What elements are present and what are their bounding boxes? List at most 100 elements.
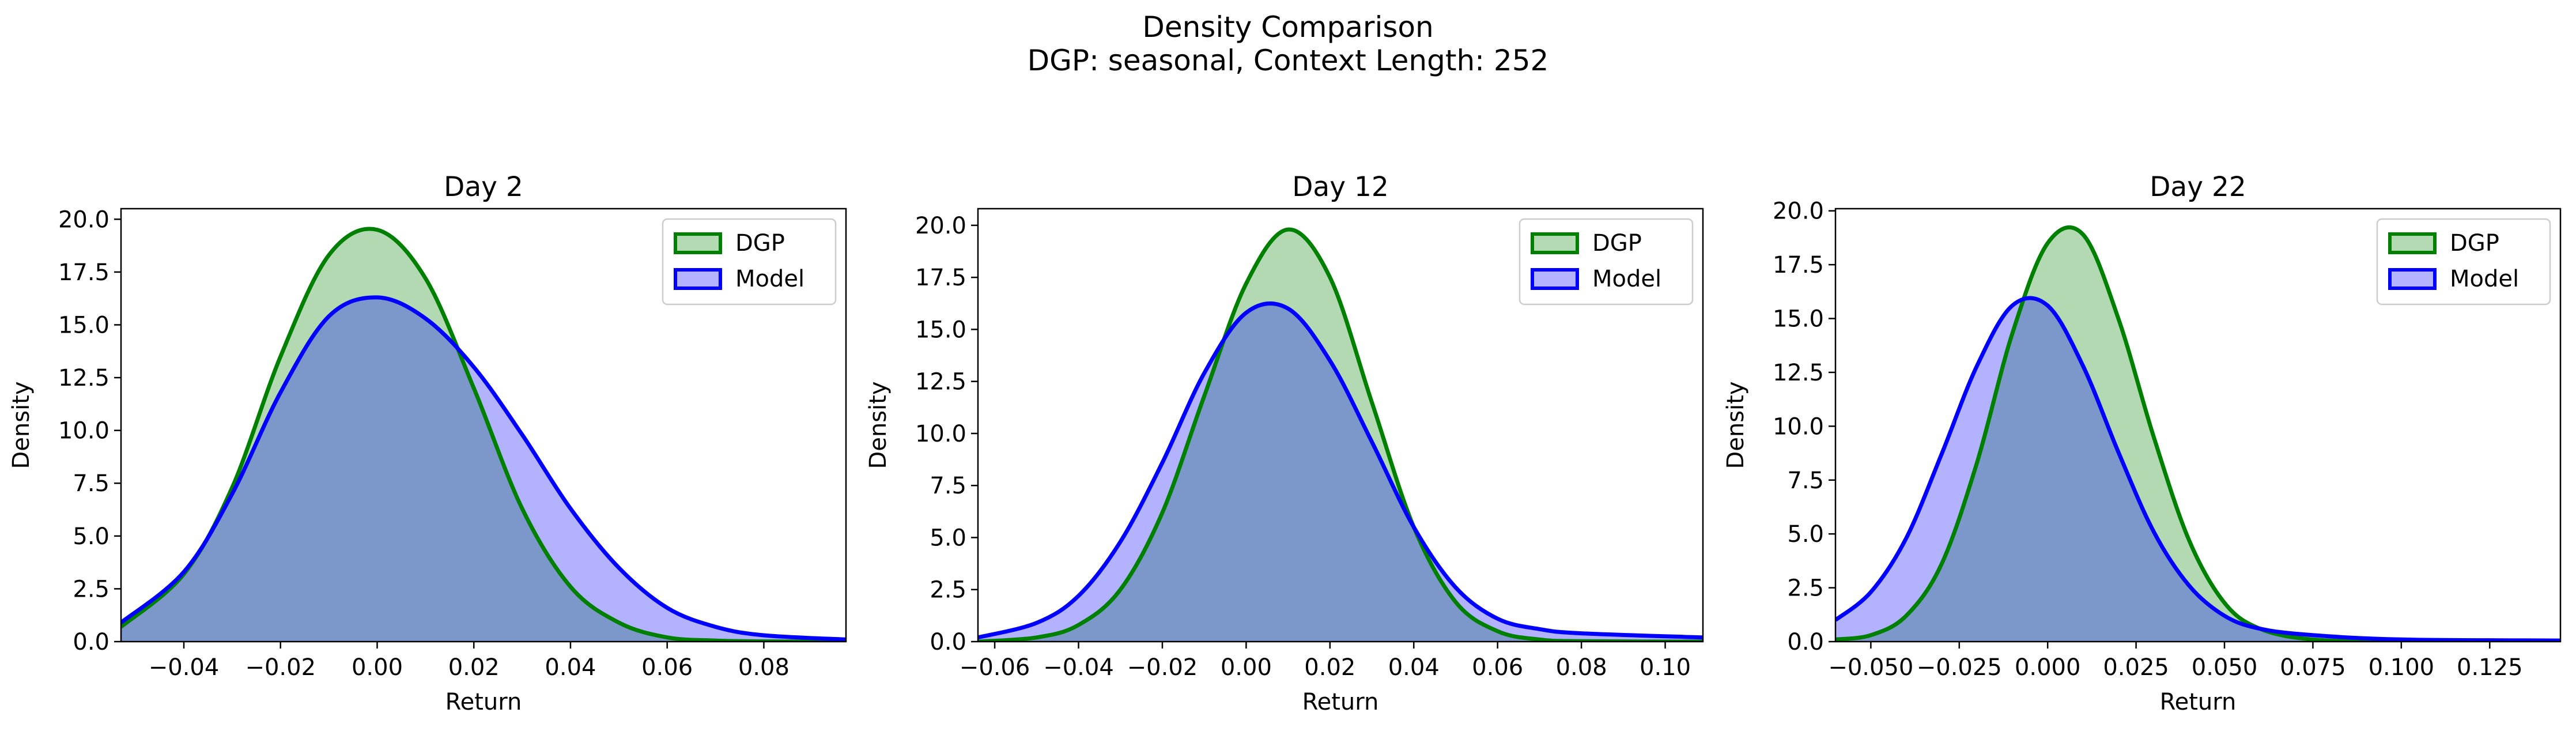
y-axis-label: Density: [865, 381, 892, 469]
y-tick-label: 17.5: [1773, 252, 1824, 278]
legend-label: Model: [2450, 266, 2519, 292]
y-tick-label: 15.0: [915, 316, 966, 343]
y-tick-label: 20.0: [1773, 198, 1824, 225]
dgp-density-area: [978, 229, 1703, 642]
y-tick-label: 7.5: [1787, 468, 1824, 494]
legend-label: DGP: [1592, 230, 1642, 257]
x-tick-label: 0.125: [2457, 654, 2523, 681]
y-tick-label: 12.5: [58, 365, 109, 391]
y-tick-label: 10.0: [58, 418, 109, 444]
dgp-density-line: [978, 227, 1703, 642]
y-tick-label: 12.5: [915, 369, 966, 395]
y-tick-label: 20.0: [915, 213, 966, 239]
y-tick-label: 5.0: [73, 523, 109, 550]
x-tick-label: 0.08: [1556, 654, 1607, 681]
figure-title-line2: DGP: seasonal, Context Length: 252: [1028, 44, 1549, 77]
plot-area: [121, 227, 846, 642]
figure-title-line1: Density Comparison: [1142, 10, 1433, 44]
x-tick-label: 0.02: [1304, 654, 1355, 681]
y-axis-label: Density: [1723, 381, 1749, 469]
y-tick-label: 7.5: [930, 473, 966, 499]
axes-frame: [1834, 208, 2562, 643]
legend-swatch-dgp: [2388, 232, 2437, 254]
y-tick-label: 15.0: [58, 312, 109, 338]
dgp-density-line: [121, 227, 846, 642]
x-tick-label: −0.04: [1043, 654, 1114, 681]
subplot-title: Day 2: [444, 171, 523, 203]
y-tick-label: 0.0: [930, 629, 966, 655]
x-tick-label: −0.06: [960, 654, 1030, 681]
x-tick-label: 0.00: [1221, 654, 1272, 681]
legend-label: Model: [735, 266, 804, 292]
legend-swatch-dgp: [1531, 232, 1579, 254]
y-tick-label: 12.5: [1773, 360, 1824, 386]
x-tick-label: −0.04: [149, 654, 220, 681]
subplot-2: −0.06 −0.04 −0.02 0.00 0.02 0.04 0.06 0.08 0.10 0…: [865, 171, 1704, 715]
x-tick-label: 0.075: [2280, 654, 2346, 681]
plot-area: [978, 227, 1703, 642]
legend: DGP Model: [1519, 218, 1694, 306]
y-tick-label: 0.0: [1787, 629, 1824, 655]
model-density-area: [978, 303, 1703, 642]
x-axis-label: Return: [445, 689, 522, 715]
x-tick-label: −0.050: [1828, 654, 1913, 681]
plot-area: [1835, 225, 2560, 642]
y-tick-label: 17.5: [915, 265, 966, 291]
x-tick-label: 0.025: [2103, 654, 2169, 681]
x-tick-label: −0.025: [1917, 654, 2002, 681]
subplot-title: Day 12: [1292, 171, 1389, 203]
legend-swatch-model: [674, 268, 722, 290]
dgp-density-area: [121, 228, 846, 642]
y-tick-label: 2.5: [1787, 575, 1824, 602]
axes-frame: [977, 208, 1704, 643]
legend-swatch-model: [1531, 268, 1579, 290]
subplot-grid: −0.04 −0.02 0.00 0.02 0.04 0.06 0.08 0.0 2.5 5.0 7…: [8, 171, 2562, 715]
model-density-line: [121, 295, 846, 642]
x-axis-label: Return: [2160, 689, 2237, 715]
model-density-area: [121, 297, 846, 642]
legend-label: Model: [1592, 266, 1661, 292]
legend-label: DGP: [735, 230, 785, 257]
x-tick-label: 0.04: [545, 654, 596, 681]
y-tick-label: 7.5: [73, 470, 109, 497]
model-density-area: [1835, 298, 2560, 642]
y-axis-label: Density: [8, 381, 35, 469]
subplot-3: −0.050 −0.025 0.000 0.025 0.050 0.075 0.100 0.1…: [1723, 171, 2562, 715]
model-density-line: [1835, 296, 2560, 642]
x-tick-label: −0.02: [245, 654, 316, 681]
dgp-density-area: [1835, 227, 2560, 642]
y-tick-label: 5.0: [1787, 521, 1824, 548]
y-tick-label: 0.0: [73, 629, 109, 655]
x-tick-label: 0.050: [2192, 654, 2258, 681]
y-tick-label: 10.0: [915, 421, 966, 447]
y-tick-label: 15.0: [1773, 306, 1824, 333]
x-tick-label: 0.08: [738, 654, 790, 681]
x-tick-label: 0.06: [1472, 654, 1523, 681]
x-tick-label: 0.04: [1388, 654, 1440, 681]
y-tick-label: 20.0: [58, 206, 109, 233]
legend: DGP Model: [2376, 218, 2551, 306]
subplot-title: Day 22: [2150, 171, 2246, 203]
x-tick-label: 0.000: [2015, 654, 2081, 681]
legend-swatch-dgp: [674, 232, 722, 254]
legend-label: DGP: [2450, 230, 2499, 257]
subplot-1: −0.04 −0.02 0.00 0.02 0.04 0.06 0.08 0.0 2.5 5.0 7…: [8, 171, 847, 715]
x-tick-label: −0.02: [1127, 654, 1198, 681]
axes-frame: [120, 208, 847, 643]
x-tick-label: 0.00: [352, 654, 403, 681]
y-tick-label: 2.5: [930, 577, 966, 604]
x-tick-label: 0.02: [448, 654, 500, 681]
y-tick-label: 5.0: [930, 525, 966, 551]
x-tick-label: 0.10: [1640, 654, 1691, 681]
y-tick-label: 10.0: [1773, 413, 1824, 440]
x-tick-label: 0.100: [2369, 654, 2435, 681]
legend: DGP Model: [662, 218, 837, 306]
model-density-line: [978, 301, 1703, 640]
legend-swatch-model: [2388, 268, 2437, 290]
y-tick-label: 2.5: [73, 576, 109, 602]
x-tick-label: 0.06: [641, 654, 693, 681]
y-tick-label: 17.5: [58, 259, 109, 286]
x-axis-label: Return: [1302, 689, 1379, 715]
